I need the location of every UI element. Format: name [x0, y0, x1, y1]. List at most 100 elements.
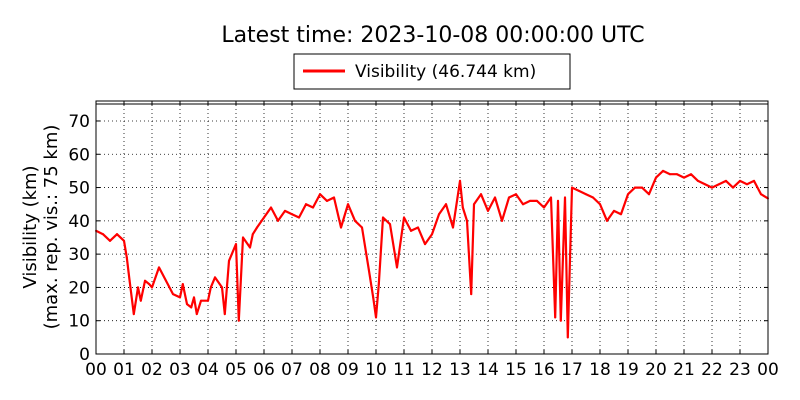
y-tick-label: 30 — [68, 245, 90, 265]
data-point — [431, 233, 433, 236]
data-point — [389, 223, 391, 226]
data-point — [319, 193, 321, 196]
data-point — [599, 203, 601, 206]
data-point — [739, 179, 741, 182]
data-point — [753, 179, 755, 182]
x-tick-label: 05 — [225, 360, 247, 380]
x-tick-label: 23 — [729, 360, 751, 380]
data-point — [291, 213, 293, 216]
data-point — [132, 313, 135, 316]
data-point — [377, 283, 380, 286]
data-point — [312, 206, 314, 209]
data-point — [200, 299, 202, 302]
legend-label: Visibility (46.744 km) — [355, 62, 536, 82]
data-point — [368, 269, 370, 272]
data-point — [417, 226, 419, 229]
data-point — [221, 286, 223, 289]
data-point — [494, 196, 496, 199]
data-point — [410, 229, 412, 232]
y-axis-label-note: (max. rep. vis.: 75 km) — [41, 125, 62, 330]
y-tick-label: 40 — [68, 212, 90, 232]
x-tick-label: 14 — [477, 360, 499, 380]
data-point — [151, 286, 153, 289]
x-tick-label: 03 — [169, 360, 191, 380]
data-point — [354, 219, 356, 222]
data-point — [223, 313, 226, 316]
y-axis-label: Visibility (km) — [20, 165, 41, 288]
data-point — [515, 193, 517, 196]
x-tick-label: 13 — [449, 360, 471, 380]
x-tick-label: 08 — [309, 360, 331, 380]
data-point — [554, 316, 557, 319]
data-point — [305, 203, 307, 206]
data-point — [704, 183, 706, 186]
data-point — [148, 283, 151, 286]
data-point — [529, 199, 531, 202]
data-point — [508, 196, 510, 199]
data-point — [424, 243, 426, 246]
x-tick-label: 06 — [253, 360, 275, 380]
data-point — [298, 216, 300, 219]
data-point — [256, 226, 258, 229]
data-point — [585, 193, 587, 196]
data-point — [125, 256, 128, 259]
x-tick-labels: 00 01 02 03 04 05 06 07 08 09 10 11 12 13 14 15 16 17 18 19… — [85, 360, 779, 380]
data-point — [655, 176, 657, 179]
y-tick-label: 60 — [68, 145, 90, 165]
data-point — [480, 193, 482, 196]
data-point — [536, 199, 538, 202]
data-point — [190, 306, 193, 309]
x-tick-label: 10 — [365, 360, 387, 380]
x-tick-label: 16 — [533, 360, 555, 380]
chart-title: Latest time: 2023-10-08 00:00:00 UTC — [221, 23, 644, 48]
y-tick-label: 20 — [68, 278, 90, 298]
data-point — [690, 173, 692, 176]
data-point — [557, 199, 559, 202]
data-point — [461, 206, 464, 209]
data-point — [284, 209, 286, 212]
data-point — [235, 243, 237, 246]
data-point — [396, 266, 398, 269]
data-point — [382, 216, 384, 219]
data-point — [438, 213, 440, 216]
data-point — [237, 319, 240, 322]
grid — [96, 101, 768, 354]
data-point — [445, 203, 447, 206]
data-point — [228, 259, 230, 262]
data-point — [550, 196, 552, 199]
data-point — [179, 296, 181, 299]
data-point — [340, 226, 342, 229]
data-point — [263, 216, 265, 219]
data-point — [613, 209, 615, 212]
data-point — [718, 183, 720, 186]
data-point — [361, 226, 363, 229]
x-tick-label: 00 — [757, 360, 779, 380]
data-point — [662, 169, 664, 172]
x-tick-label: 18 — [589, 360, 611, 380]
data-point — [473, 203, 475, 206]
data-point — [470, 293, 473, 296]
data-point — [242, 236, 244, 239]
data-point — [209, 286, 212, 289]
data-point — [634, 186, 636, 189]
data-point — [128, 279, 131, 282]
x-tick-label: 04 — [197, 360, 219, 380]
data-point — [620, 213, 622, 216]
series-layer — [95, 169, 769, 339]
data-point — [543, 206, 545, 209]
data-point — [732, 186, 734, 189]
y-tick-labels: 0 10 20 30 40 50 60 70 — [68, 112, 90, 365]
y-tick-label: 70 — [68, 112, 90, 132]
data-point — [487, 209, 489, 212]
data-point — [746, 183, 748, 186]
x-tick-label: 02 — [141, 360, 163, 380]
data-point — [459, 179, 461, 182]
data-point — [676, 173, 678, 176]
data-point — [711, 186, 713, 189]
data-point — [592, 196, 594, 199]
data-point — [214, 276, 216, 279]
data-point — [375, 316, 377, 319]
data-point — [559, 319, 562, 322]
data-point — [333, 196, 335, 199]
x-tick-label: 21 — [673, 360, 695, 380]
